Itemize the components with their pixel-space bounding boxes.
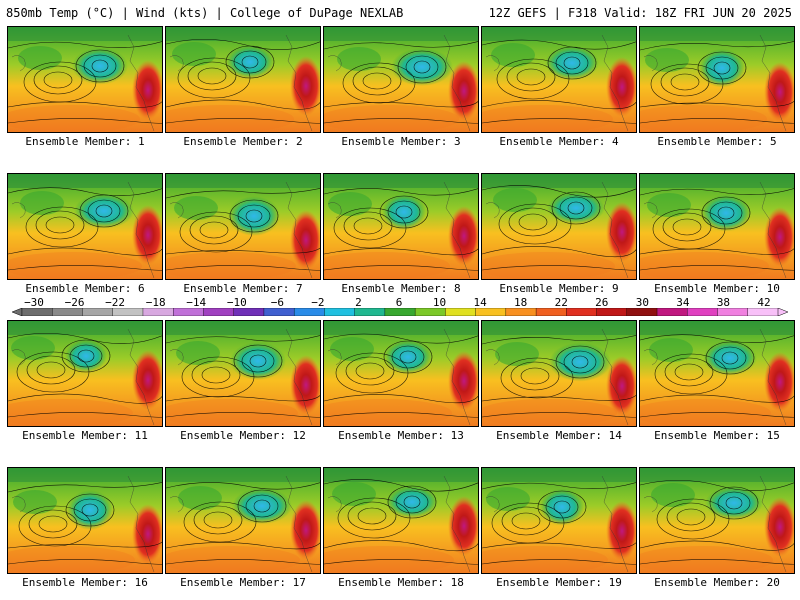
colorbar-tick-label: 2	[355, 296, 362, 309]
ensemble-member-label: Ensemble Member: 2	[183, 135, 303, 148]
ensemble-map-panel	[639, 320, 795, 427]
colorbar-segment	[535, 308, 568, 316]
ensemble-member-label: Ensemble Member: 15	[654, 429, 780, 442]
ensemble-map-panel	[481, 173, 637, 280]
colorbar-segment	[354, 308, 386, 316]
colorbar-tick-label: 38	[716, 296, 731, 309]
colorbar-tick-label: −22	[105, 296, 126, 309]
ensemble-member-label: Ensemble Member: 12	[180, 429, 306, 442]
ensemble-member-label: Ensemble Member: 5	[657, 135, 777, 148]
ensemble-member-label: Ensemble Member: 9	[499, 282, 619, 295]
ensemble-member-label: Ensemble Member: 11	[22, 429, 148, 442]
colorbar-tick-label: 14	[473, 296, 487, 309]
ensemble-member-label: Ensemble Member: 18	[338, 576, 464, 589]
ensemble-map-panel	[7, 26, 163, 133]
colorbar-segment	[626, 308, 658, 316]
colorbar-tick-label: −18	[145, 296, 166, 309]
ensemble-map-panel	[7, 320, 163, 427]
ensemble-member-label: Ensemble Member: 3	[341, 135, 461, 148]
valid-time: 12Z GEFS | F318 Valid: 18Z FRI JUN 20 20…	[488, 6, 792, 20]
colorbar-tick-label: −30	[24, 296, 44, 309]
ensemble-member-label: Ensemble Member: 17	[180, 576, 306, 589]
colorbar-segment	[172, 308, 205, 316]
colorbar-segment	[324, 308, 356, 316]
colorbar-segment	[475, 308, 507, 316]
colorbar-segment	[596, 308, 628, 316]
colorbar-segment	[21, 308, 53, 316]
ensemble-member-label: Ensemble Member: 6	[25, 282, 145, 295]
ensemble-map-panel	[639, 26, 795, 133]
colorbar-segment	[203, 308, 235, 316]
ensemble-map-panel	[639, 173, 795, 280]
colorbar-segment	[52, 308, 84, 316]
colorbar-tick-label: 10	[432, 296, 447, 309]
colorbar-right-arrow	[777, 308, 788, 316]
ensemble-map-panel	[165, 173, 321, 280]
ensemble-member-label: Ensemble Member: 10	[654, 282, 780, 295]
ensemble-member-label: Ensemble Member: 1	[25, 135, 145, 148]
colorbar-segment	[112, 308, 144, 316]
colorbar-tick-label: 26	[595, 296, 609, 309]
colorbar-segment	[142, 308, 174, 316]
ensemble-map-panel	[165, 467, 321, 574]
colorbar-tick-label: 34	[676, 296, 690, 309]
colorbar-tick-label: 22	[554, 296, 568, 309]
ensemble-map-panel	[323, 173, 479, 280]
colorbar-tick-labels: −30 −26 −22 −18 −14 −10 −6 −2 2 6 10 14 18 22 26 30 34 38…	[0, 296, 800, 309]
colorbar-segment	[505, 308, 537, 316]
ensemble-member-label: Ensemble Member: 19	[496, 576, 622, 589]
colorbar-tick-label: 42	[757, 296, 771, 309]
ensemble-member-label: Ensemble Member: 4	[499, 135, 619, 148]
ensemble-map-panel	[165, 320, 321, 427]
colorbar-tick-label: 18	[514, 296, 528, 309]
temperature-colorbar	[12, 308, 788, 316]
ensemble-member-label: Ensemble Member: 13	[338, 429, 464, 442]
colorbar-segment	[384, 308, 416, 316]
ensemble-map-panel	[323, 467, 479, 574]
ensemble-member-label: Ensemble Member: 16	[22, 576, 148, 589]
ensemble-member-label: Ensemble Member: 20	[654, 576, 780, 589]
ensemble-member-label: Ensemble Member: 7	[183, 282, 303, 295]
ensemble-map-panel	[7, 467, 163, 574]
colorbar-tick-label: −26	[64, 296, 85, 309]
colorbar-tick-label: 6	[395, 296, 403, 309]
colorbar-segment	[293, 308, 326, 316]
colorbar-tick-label: −14	[186, 296, 207, 309]
ensemble-map-panel	[639, 467, 795, 574]
ensemble-member-label: Ensemble Member: 8	[341, 282, 461, 295]
colorbar-left-arrow	[12, 308, 23, 316]
ensemble-map-panel	[481, 26, 637, 133]
map-title: 850mb Temp (°C) | Wind (kts) | College o…	[6, 6, 404, 20]
colorbar-tick-label: −2	[311, 296, 325, 309]
colorbar-segment	[445, 308, 477, 316]
ensemble-map-panel	[323, 320, 479, 427]
ensemble-map-panel	[481, 320, 637, 427]
colorbar-segment	[687, 308, 719, 316]
colorbar-tick-label: −10	[226, 296, 247, 309]
colorbar-segment	[414, 308, 447, 316]
colorbar-segment	[82, 308, 114, 316]
colorbar-segment	[717, 308, 749, 316]
colorbar-segment	[656, 308, 688, 316]
ensemble-map-panel	[7, 173, 163, 280]
colorbar-segment	[263, 308, 295, 316]
header-bar: 850mb Temp (°C) | Wind (kts) | College o…	[0, 0, 800, 24]
ensemble-member-label: Ensemble Member: 14	[496, 429, 622, 442]
colorbar-segment	[566, 308, 598, 316]
colorbar-tick-label: −6	[270, 296, 284, 309]
ensemble-map-panel	[323, 26, 479, 133]
colorbar-segment	[233, 308, 265, 316]
ensemble-map-panel	[165, 26, 321, 133]
ensemble-map-panel	[481, 467, 637, 574]
colorbar-tick-label: 30	[635, 296, 649, 309]
colorbar-segment	[747, 308, 779, 316]
